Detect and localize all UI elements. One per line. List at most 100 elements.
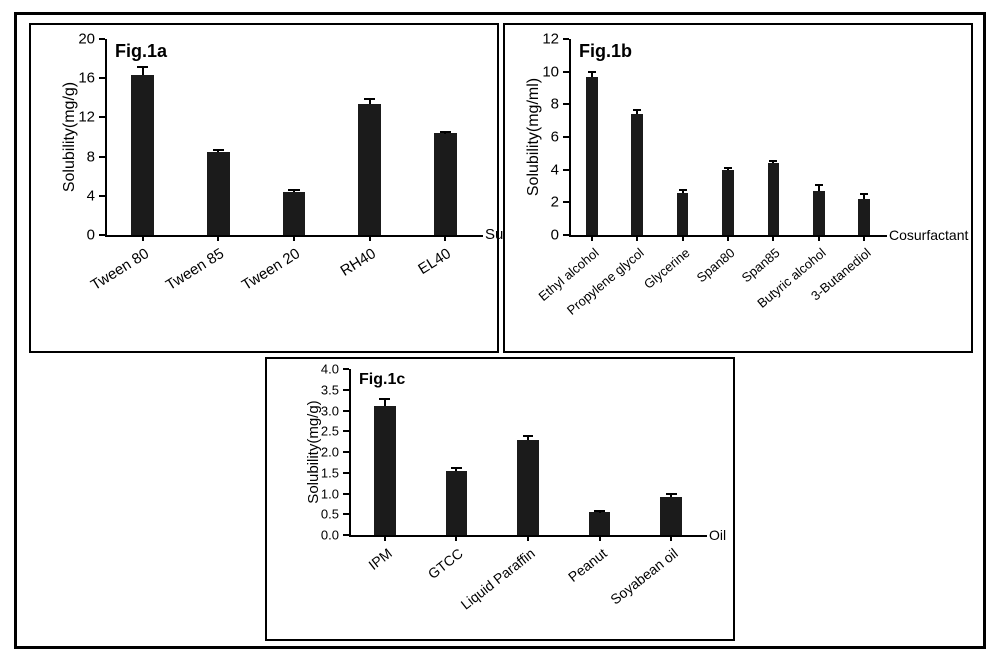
y-tick <box>99 77 105 79</box>
y-tick <box>343 472 349 474</box>
error-bar-cap <box>288 189 299 191</box>
y-tick-label: 3.0 <box>267 403 339 418</box>
chart-fig1c: 0.00.51.01.52.02.53.03.54.0Solubility(mg… <box>267 359 733 639</box>
x-axis-title: Cosurfactant <box>889 227 968 243</box>
x-category-label: GTCC <box>425 545 466 582</box>
x-tick <box>670 535 672 541</box>
error-bar-cap <box>588 71 596 73</box>
x-category-label: EL40 <box>415 245 454 278</box>
error-bar-cap <box>213 149 224 151</box>
x-tick <box>636 235 638 241</box>
x-tick <box>863 235 865 241</box>
x-category-label: Peanut <box>565 545 610 585</box>
error-bar <box>142 67 144 75</box>
y-tick <box>343 389 349 391</box>
figure-title: Fig.1a <box>115 41 167 62</box>
x-tick <box>772 235 774 241</box>
y-axis <box>105 39 107 235</box>
y-tick-label: 1.0 <box>267 486 339 501</box>
x-axis-title: Oil <box>709 527 726 543</box>
x-category-label: Glycerine <box>640 245 692 292</box>
x-tick <box>369 235 371 241</box>
x-category-label: Tween 85 <box>163 245 227 294</box>
error-bar-cap <box>815 184 823 186</box>
error-bar-cap <box>523 435 534 437</box>
y-tick <box>343 430 349 432</box>
error-bar-cap <box>379 398 390 400</box>
y-tick <box>343 451 349 453</box>
figure-title: Fig.1c <box>359 371 405 389</box>
bar <box>586 77 598 235</box>
chart-fig1a: 048121620Solubility(mg/g)Fig.1aTween 80T… <box>31 25 497 351</box>
bar <box>722 170 734 235</box>
y-tick <box>343 513 349 515</box>
panel-fig1b: 024681012Solubility(mg/ml)Fig.1bEthyl al… <box>503 23 973 353</box>
bar <box>283 192 306 235</box>
y-tick <box>99 38 105 40</box>
error-bar-cap <box>137 66 148 68</box>
figure-title: Fig.1b <box>579 41 632 62</box>
y-tick <box>563 71 569 73</box>
y-axis-label: Solubility(mg/g) <box>305 369 322 535</box>
bar <box>434 133 457 235</box>
x-tick <box>591 235 593 241</box>
y-tick <box>563 103 569 105</box>
x-tick <box>142 235 144 241</box>
y-axis <box>349 369 351 535</box>
error-bar-cap <box>769 160 777 162</box>
bar <box>589 512 610 535</box>
bar <box>374 406 395 535</box>
y-tick <box>343 410 349 412</box>
error-bar-cap <box>724 167 732 169</box>
panel-fig1a: 048121620Solubility(mg/g)Fig.1aTween 80T… <box>29 23 499 353</box>
bar <box>858 199 870 235</box>
y-tick <box>563 201 569 203</box>
x-tick <box>217 235 219 241</box>
y-tick <box>99 116 105 118</box>
y-tick-label: 2.5 <box>267 424 339 439</box>
x-category-label: IPM <box>365 545 394 573</box>
panel-fig1c: 0.00.51.01.52.02.53.03.54.0Solubility(mg… <box>265 357 735 641</box>
y-axis-label: Solubility(mg/g) <box>61 39 79 235</box>
error-bar-cap <box>451 467 462 469</box>
y-tick <box>99 156 105 158</box>
x-tick <box>682 235 684 241</box>
y-tick-label: 1.5 <box>267 465 339 480</box>
y-tick-label: 4.0 <box>267 362 339 377</box>
y-tick-label: 0.5 <box>267 507 339 522</box>
x-category-label: Span80 <box>694 245 738 285</box>
y-tick-label: 2.0 <box>267 445 339 460</box>
x-category-label: Liquid Paraffin <box>458 545 538 613</box>
error-bar-cap <box>364 98 375 100</box>
error-bar-cap <box>440 131 451 133</box>
bar <box>358 104 381 235</box>
x-category-label: Soyabean oil <box>607 545 681 607</box>
y-tick <box>563 38 569 40</box>
x-tick <box>455 535 457 541</box>
y-tick <box>343 534 349 536</box>
y-tick <box>99 234 105 236</box>
bar <box>517 440 538 535</box>
error-bar-cap <box>860 193 868 195</box>
y-tick <box>563 234 569 236</box>
chart-fig1b: 024681012Solubility(mg/ml)Fig.1bEthyl al… <box>505 25 971 351</box>
bar <box>768 163 780 235</box>
x-tick <box>599 535 601 541</box>
y-tick <box>343 493 349 495</box>
x-category-label: RH40 <box>337 245 379 280</box>
error-bar-cap <box>679 189 687 191</box>
bar <box>813 191 825 235</box>
error-bar-cap <box>666 493 677 495</box>
bar <box>631 114 643 235</box>
bar <box>131 75 154 235</box>
y-tick <box>99 195 105 197</box>
x-category-label: Tween 80 <box>88 245 152 294</box>
y-tick <box>563 169 569 171</box>
outer-frame: 048121620Solubility(mg/g)Fig.1aTween 80T… <box>14 12 986 649</box>
x-tick <box>293 235 295 241</box>
bar <box>207 152 230 235</box>
y-tick-label: 3.5 <box>267 382 339 397</box>
x-category-label: Tween 20 <box>239 245 303 294</box>
x-tick <box>818 235 820 241</box>
bar <box>660 497 681 535</box>
